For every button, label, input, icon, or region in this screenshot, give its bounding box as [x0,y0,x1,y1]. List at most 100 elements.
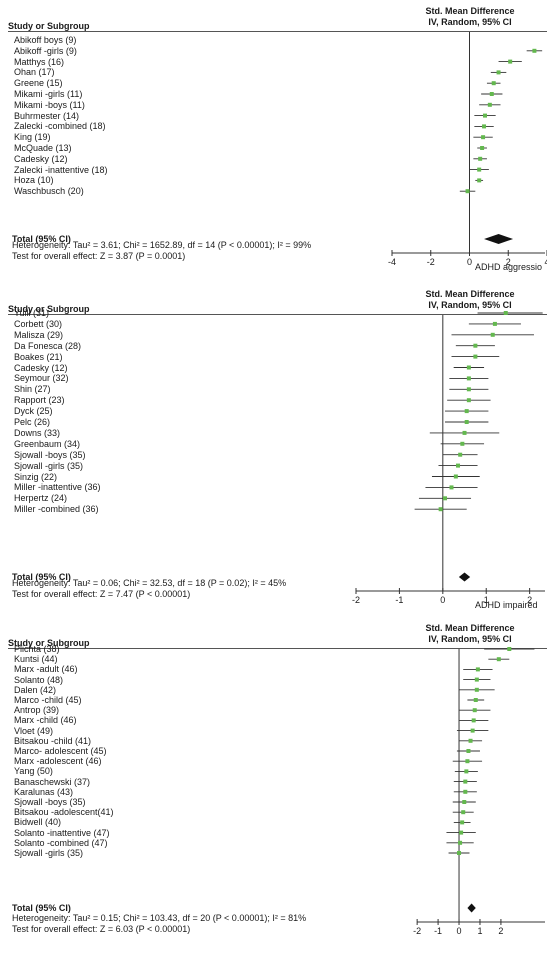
pooled-effect-diamond [467,903,476,913]
study-point [459,830,464,835]
forest-plot-third: Study or Subgroup Std. Mean Difference IV,… [0,617,547,954]
study-label: Sjowall -girls (35) [14,460,84,471]
study-label: Solanto -inattentive (47) [14,827,110,838]
x-tick-label: 0 [467,257,472,267]
study-point [463,789,468,794]
study-point [490,332,495,337]
study-label: Bitsakou -adolescent(41) [14,807,114,818]
study-point [466,376,471,381]
column-header-effect: Std. Mean Difference [425,6,515,16]
study-point [453,474,458,479]
study-label: Sjowall -boys (35) [14,797,86,807]
study-point [477,178,482,183]
study-label: Solanto (48) [14,674,64,685]
x-tick-label: -4 [388,257,396,267]
study-point [464,420,469,424]
study-point [472,708,477,713]
column-header-study: Study or Subgroup [8,21,90,31]
study-point [465,189,470,194]
study-point [492,321,497,326]
study-point [483,113,487,118]
study-label: Yang (50) [14,766,53,777]
study-point [474,677,479,682]
study-point [460,820,465,825]
study-point [456,463,461,468]
study-label: Mikami -girls (11) [14,89,83,99]
study-label: Bidwell (40) [14,817,62,828]
study-point [460,441,465,446]
study-label: McQuade (13) [14,143,72,153]
study-point [458,840,463,845]
x-tick-label: 0 [440,595,445,605]
study-label: Bitsakou -child (41) [14,735,92,746]
study-label: Greenbaum (34) [14,438,81,449]
study-label: Sinzig (22) [14,471,58,482]
study-point [461,810,466,815]
study-label: Plichta (38) [14,644,60,654]
study-point [532,48,537,53]
column-header-effect: Std. Mean Difference [425,289,515,299]
study-point [473,354,478,359]
x-tick-label: 0 [457,926,462,936]
study-point [496,657,501,662]
study-label: Dyck (25) [14,406,53,417]
study-point [466,749,471,753]
study-label: Miller -combined (36) [14,504,99,515]
study-label: Antrop (39) [14,705,60,716]
x-tick-label: 2 [527,595,532,605]
study-label: Mikami -boys (11) [14,99,85,110]
study-point [480,146,485,150]
total-label: Total (95% CI) [12,234,71,244]
study-label: Matthys (16) [14,56,65,67]
x-tick-label: 2 [506,257,511,267]
study-label: Banaschewski (37) [14,776,91,787]
heterogeneity-text: Heterogeneity: Tau² = 3.61; Chi² = 1652.… [12,240,312,250]
study-label: Vloet (49) [14,725,54,736]
heterogeneity-text: Heterogeneity: Tau² = 0.06; Chi² = 32.53… [12,578,287,588]
study-label: Dalen (42) [14,684,57,695]
overall-effect-text: Test for overall effect: Z = 7.47 (P < 0… [12,589,191,599]
study-point [491,81,496,86]
study-label: Marx -adolescent (46) [14,756,102,767]
overall-effect-text: Test for overall effect: Z = 3.87 (P = 0… [12,251,186,261]
study-label: Abikoff boys (9) [14,35,77,45]
study-label: Shin (27) [14,384,51,395]
study-label: Da Fonesca (28) [14,340,82,351]
study-point [481,135,486,140]
overall-effect-text: Test for overall effect: Z = 6.03 (P < 0… [12,924,191,934]
study-point [438,507,443,512]
pooled-effect-diamond [458,572,471,582]
study-point [474,687,479,692]
study-label: Marco -child (45) [14,695,82,705]
study-label: Rapport (23) [14,395,65,406]
study-point [473,698,478,702]
x-tick-label: -2 [413,926,421,936]
study-label: Cadesky (12) [14,153,68,164]
study-label: Hoza (10) [14,175,54,186]
study-point [464,409,469,414]
study-label: Pelc (26) [14,417,51,427]
study-point [473,343,478,348]
study-label: Malisza (29) [14,329,64,340]
study-label: Zalecki -combined (18) [14,121,106,132]
forest-plot-aggression: Study or Subgroup Std. Mean Difference IV,… [0,0,547,281]
favours-label: ADHD aggressio [475,262,543,272]
study-point [442,496,447,501]
study-point [466,398,471,403]
study-point [449,485,454,490]
study-label: Marco- adolescent (45) [14,746,107,756]
study-label: Zalecki -inattentive (18) [14,164,108,175]
study-point [464,769,469,774]
study-point [466,365,471,370]
x-tick-label: -1 [395,595,403,605]
study-label: Greene (15) [14,78,63,89]
forest-plot-svg: -4 -2 0 2 4 [388,32,547,267]
study-label: Abikoff -girls (9) [14,45,77,56]
study-point [475,667,480,672]
study-label: Yuill (31) [14,308,50,318]
study-point [470,728,475,733]
favours-label: ADHD impaired [475,600,538,610]
total-label: Total (95% CI) [12,572,71,582]
study-point [457,851,462,855]
forest-plot-svg: -2 -1 0 1 2 [352,311,545,605]
